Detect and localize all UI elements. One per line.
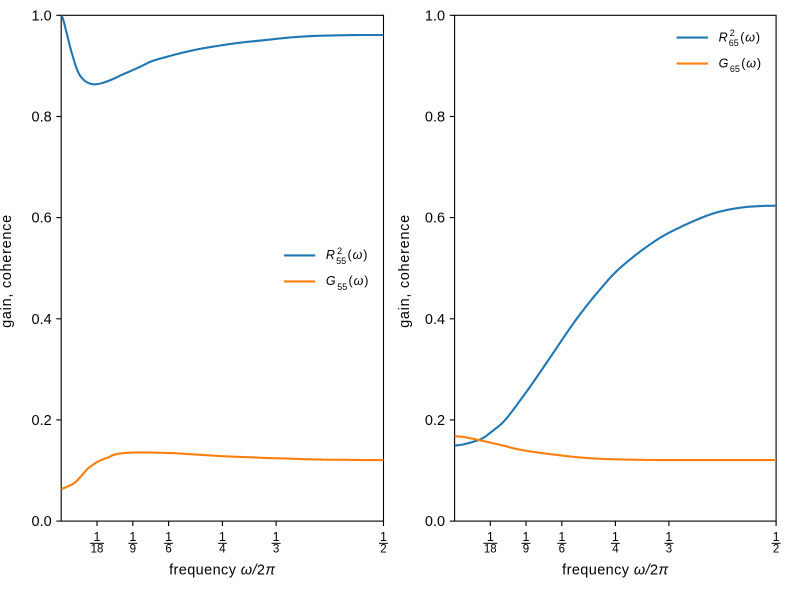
- svg-text:1: 1: [380, 530, 387, 544]
- svg-text:1: 1: [523, 530, 530, 544]
- svg-text:1: 1: [94, 530, 101, 544]
- svg-text:0.2: 0.2: [32, 413, 52, 429]
- svg-text:4: 4: [219, 543, 226, 555]
- svg-text:0.6: 0.6: [32, 211, 52, 227]
- svg-text:6: 6: [559, 543, 565, 555]
- svg-text:65: 65: [730, 64, 740, 74]
- svg-text:18: 18: [484, 543, 497, 555]
- svg-text:9: 9: [523, 543, 529, 555]
- svg-text:frequency ω/2π: frequency ω/2π: [169, 563, 275, 579]
- svg-text:1: 1: [273, 530, 280, 544]
- svg-text:0.0: 0.0: [32, 514, 52, 530]
- svg-text:(ω): (ω): [348, 248, 369, 262]
- svg-text:1.0: 1.0: [425, 8, 445, 24]
- svg-text:R: R: [326, 248, 335, 262]
- svg-text:2: 2: [730, 28, 735, 38]
- svg-text:0.8: 0.8: [425, 110, 445, 126]
- svg-text:frequency ω/2π: frequency ω/2π: [562, 563, 668, 579]
- svg-text:6: 6: [165, 543, 171, 555]
- svg-text:1: 1: [165, 530, 172, 544]
- svg-text:1: 1: [665, 530, 672, 544]
- svg-text:(ω): (ω): [741, 56, 762, 70]
- svg-text:1.0: 1.0: [32, 8, 52, 24]
- svg-text:0.4: 0.4: [32, 312, 52, 328]
- svg-text:65: 65: [729, 38, 739, 48]
- svg-text:0.6: 0.6: [425, 211, 445, 227]
- svg-text:G: G: [719, 56, 729, 70]
- svg-text:1: 1: [129, 530, 136, 544]
- svg-text:1: 1: [558, 530, 565, 544]
- svg-text:9: 9: [130, 543, 136, 555]
- svg-text:R: R: [719, 30, 728, 44]
- svg-text:3: 3: [273, 543, 279, 555]
- svg-text:0.0: 0.0: [425, 514, 445, 530]
- svg-text:(ω): (ω): [349, 274, 370, 288]
- svg-text:4: 4: [612, 543, 619, 555]
- svg-text:0.4: 0.4: [425, 312, 445, 328]
- svg-text:1: 1: [612, 530, 619, 544]
- svg-text:18: 18: [91, 543, 104, 555]
- svg-text:G: G: [326, 274, 336, 288]
- svg-text:55: 55: [337, 282, 347, 292]
- svg-text:2: 2: [380, 543, 386, 555]
- svg-text:gain, coherence: gain, coherence: [397, 214, 413, 328]
- svg-text:1: 1: [773, 530, 780, 544]
- svg-text:gain, coherence: gain, coherence: [0, 214, 15, 328]
- svg-text:2: 2: [337, 246, 342, 256]
- svg-text:0.8: 0.8: [32, 110, 52, 126]
- svg-text:55: 55: [336, 256, 346, 266]
- svg-text:0.2: 0.2: [425, 413, 445, 429]
- svg-text:1: 1: [219, 530, 226, 544]
- svg-text:1: 1: [487, 530, 494, 544]
- svg-text:2: 2: [773, 543, 779, 555]
- svg-text:3: 3: [666, 543, 672, 555]
- svg-text:(ω): (ω): [740, 30, 761, 44]
